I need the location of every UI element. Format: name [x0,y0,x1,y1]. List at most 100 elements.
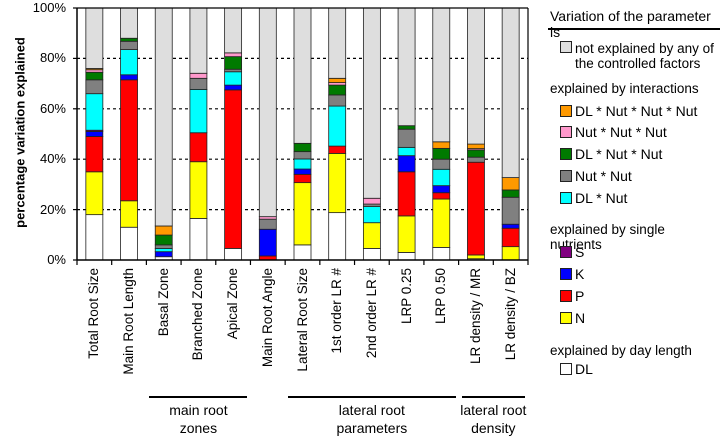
legend-label: Nut * Nut * Nut [575,124,667,140]
bar-segment-k [85,131,104,137]
bar-segment-n [120,200,138,228]
group-label-line: zones [179,420,218,436]
bar-segment-dl-nut-nut [293,142,312,153]
bar-segment-not-explained [85,7,104,69]
group-bracket-line [288,396,456,398]
x-tick-label: Total Root Size [86,268,102,359]
legend-item: Nut * Nut [560,168,632,184]
bar-segment-p [120,79,138,202]
legend-label: DL * Nut * Nut * Nut [575,103,698,119]
bar-segment-dl-nut-nut-nut [467,143,485,150]
legend-not-explained-label: not explained by any of the controlled fa… [575,41,714,71]
bar-segment-nut-nut-nut [189,72,208,79]
x-tick-label: Apical Zone [225,268,241,340]
legend-swatch [560,268,572,280]
legend-item: DL * Nut * Nut * Nut [560,103,697,119]
legend-text: the controlled factors [575,56,701,71]
bar-segment-dl-nut-nut-nut [501,177,520,191]
bar-segment-p [189,132,208,163]
bar-segment-nut-nut [154,244,173,249]
legend-item: S [560,244,584,260]
bar-segment-k [224,84,243,91]
legend-divider [548,28,720,30]
legend-title: Variation of the parameter is [550,8,711,40]
legend-swatch [560,363,572,375]
bar-segment-nut-nut [501,196,520,225]
bar-segment-dl-nut-nut [120,37,138,42]
bar-segment-p [328,145,347,154]
bar-segment-dl-nut [432,168,451,187]
legend-item: K [560,266,584,282]
group-label: lateral root density [442,401,545,437]
legend-item-not-explained [560,41,572,53]
bar-segment-n [328,153,347,214]
bar-segment-nut-nut [397,128,416,148]
legend-label: DL [575,361,593,377]
bar-segment-dl [189,218,208,261]
bar-segment-dl [397,252,416,261]
legend-item: DL * Nut * Nut [560,146,662,162]
y-tick-label: 80% [39,50,66,66]
legend-swatch [560,290,572,302]
group-bracket-line [149,396,248,398]
bar-segment-n [293,182,312,246]
group-bracket-line [461,396,525,398]
x-tick-label: 1st order LR # [329,268,345,354]
legend-label: DL * Nut [575,190,628,206]
x-tick-label: LRP 0.25 [398,268,414,325]
legend-swatch [560,170,572,182]
legend-item: N [560,310,585,326]
legend-swatch [560,312,572,324]
bar-segment-nut-nut [467,156,485,163]
legend-swatch [560,126,572,138]
bar-segment-n [362,222,381,249]
bar-segment-p [85,136,104,173]
legend-item: DL [560,361,593,377]
group-label-line: lateral root [460,402,527,418]
bar-segment-dl [85,214,104,261]
bar-segment-n [432,198,451,248]
bar-segment-not-explained [154,7,173,227]
bar-segment-dl [362,248,381,261]
y-tick-label: 100% [32,0,66,15]
bar-segment-nut-nut [328,94,347,107]
group-label: main root zones [129,401,267,437]
bar-segment-dl-nut-nut [467,149,485,158]
bar-segment-dl-nut-nut [224,56,243,70]
bar-segment-dl-nut [224,71,243,86]
y-axis-label: percentage variation explained [12,37,28,228]
bar-segment-p [432,192,451,200]
bar-segment-dl-nut-nut [501,189,520,198]
x-tick-label: Branched Zone [190,268,206,361]
bar-segment-not-explained [224,7,243,54]
bar-segment-dl-nut [362,206,381,224]
bar-segment-nut-nut [293,151,312,160]
bar-segment-not-explained [293,7,312,144]
bar-segment-dl-nut [189,88,208,134]
bar-segment-dl-nut-nut-nut [432,141,451,149]
bar-segment-nut-nut [85,79,104,95]
legend-item: DL * Nut [560,190,627,206]
legend-swatch [560,192,572,204]
bar-segment-dl-nut-nut [85,71,104,81]
group-label-line: main root [169,402,228,418]
group-label-line: lateral root [338,402,405,418]
legend-header-interactions: explained by interactions [550,81,699,96]
x-tick-label: LRP 0.50 [433,268,449,325]
bar-segment-k [258,228,277,257]
bar-segment-k [501,223,520,229]
bar-segment-p [224,89,243,249]
x-tick-label: 2nd order LR # [363,268,379,359]
bar-segment-dl-nut [154,248,173,253]
bar-segment-k [432,185,451,194]
legend-label: Nut * Nut [575,168,632,184]
bar-segment-nut-nut-nut [224,52,243,58]
legend-swatch [560,148,572,160]
y-tick-label: 20% [39,201,66,217]
bar-segment-p [501,227,520,248]
y-tick-label: 0% [47,252,66,267]
bar-segment-not-explained [120,7,138,39]
bar-segment-p [293,173,312,184]
x-tick-label: Main Root Angle [259,268,275,368]
